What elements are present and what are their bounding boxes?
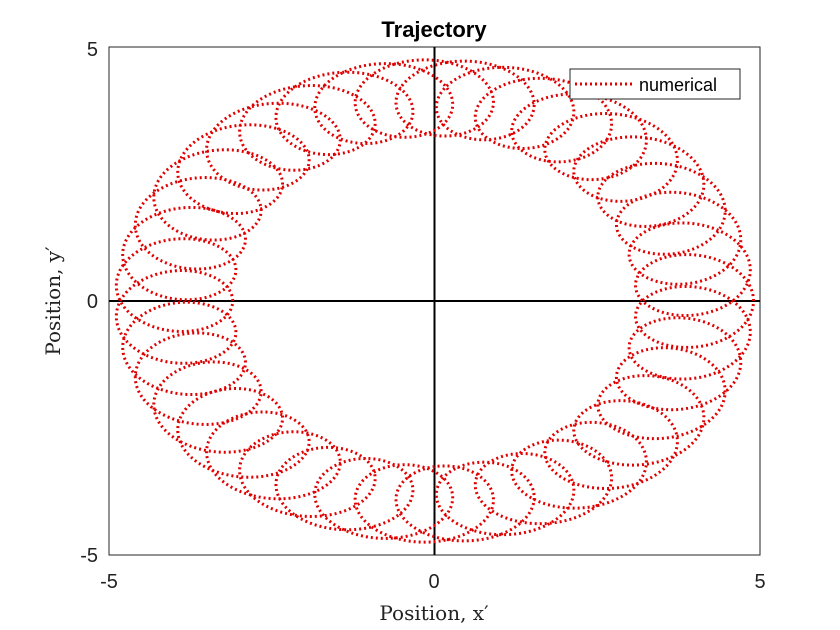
y-tick-label: 5 [87, 39, 98, 61]
legend-box [569, 68, 741, 100]
y-axis-label: Position, y′ [41, 246, 65, 356]
y-tick-label: -5 [80, 545, 98, 567]
x-tick-label: -5 [100, 571, 118, 593]
y-tick-label: 0 [87, 291, 98, 313]
x-axis-label: Position, x′ [379, 601, 489, 625]
legend: numerical [569, 68, 741, 100]
series-numerical-line [114, 58, 755, 544]
plot-area [108, 46, 761, 556]
chart-title: Trajectory [381, 17, 487, 42]
x-tick-label: 0 [428, 571, 439, 593]
x-tick-label: 5 [754, 571, 765, 593]
legend-label: numerical [639, 75, 717, 95]
